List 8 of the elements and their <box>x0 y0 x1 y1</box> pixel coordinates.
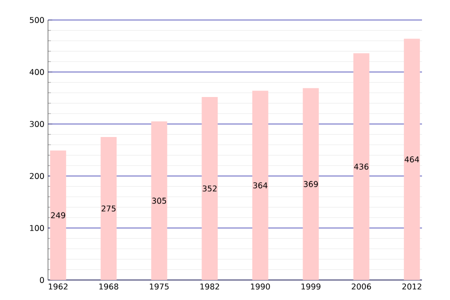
bar <box>353 53 370 280</box>
bar <box>151 121 168 280</box>
bar <box>50 150 66 280</box>
bar <box>100 137 117 280</box>
bar <box>252 90 268 280</box>
bar <box>202 96 218 280</box>
bar <box>302 88 319 280</box>
bar <box>404 38 420 280</box>
